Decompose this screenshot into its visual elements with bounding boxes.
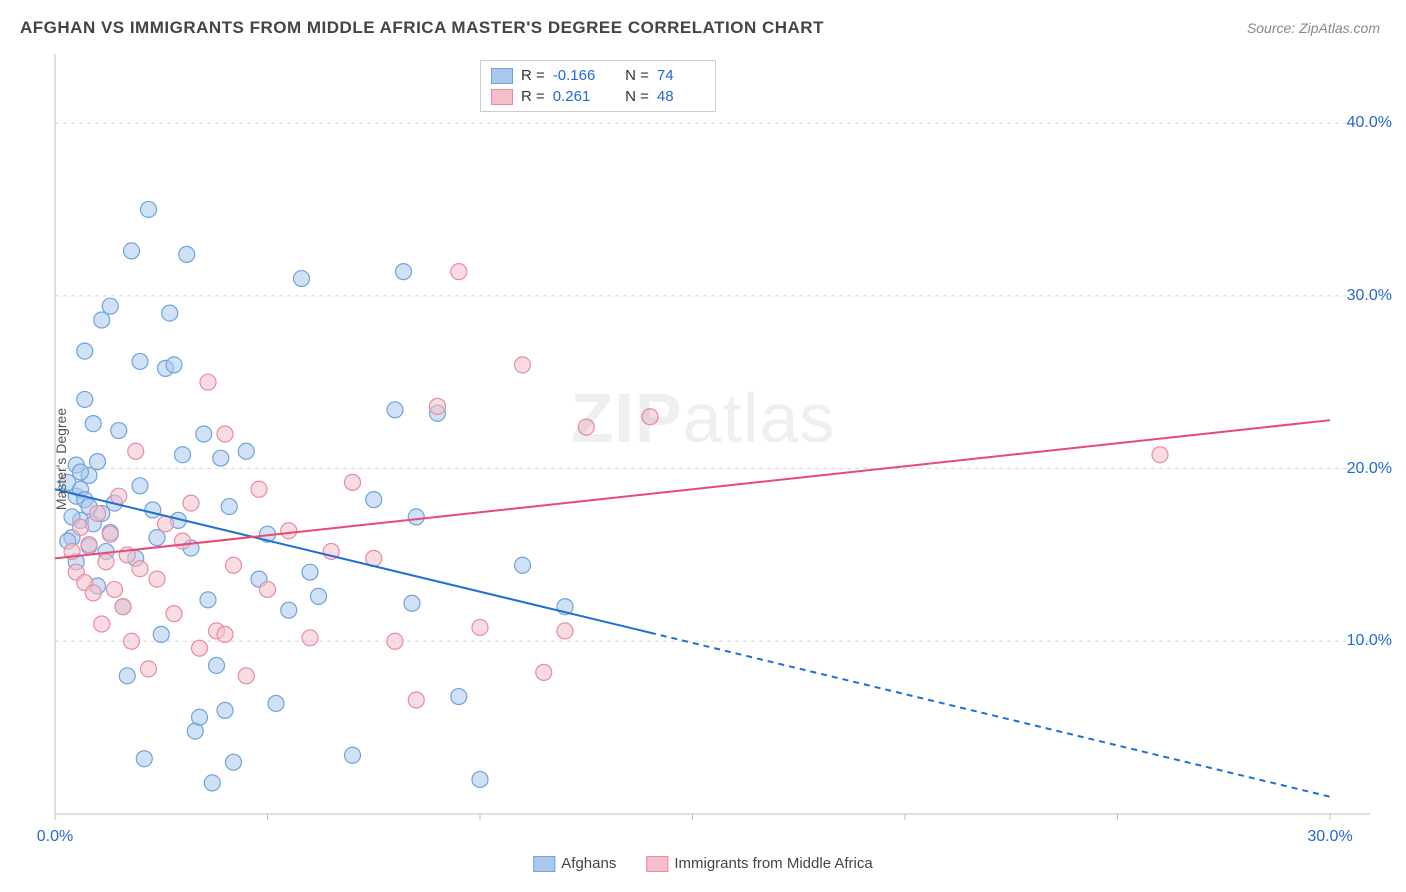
chart-area: Master's Degree ZIPatlas R = -0.166 N = … bbox=[0, 44, 1406, 874]
correlation-legend: R = -0.166 N = 74R = 0.261 N = 48 bbox=[480, 60, 716, 112]
y-tick-label: 20.0% bbox=[1347, 460, 1392, 478]
legend-item-afghans: Afghans bbox=[533, 855, 616, 872]
chart-source: Source: ZipAtlas.com bbox=[1247, 20, 1380, 36]
x-tick-label: 0.0% bbox=[37, 828, 73, 846]
y-tick-label: 40.0% bbox=[1347, 114, 1392, 132]
y-axis-label: Master's Degree bbox=[53, 408, 69, 510]
legend-item-middle-africa: Immigrants from Middle Africa bbox=[646, 855, 872, 872]
scatter-plot-svg bbox=[0, 44, 1406, 874]
chart-header: AFGHAN VS IMMIGRANTS FROM MIDDLE AFRICA … bbox=[0, 0, 1406, 44]
legend-swatch-icon bbox=[533, 856, 555, 872]
legend-swatch-icon bbox=[646, 856, 668, 872]
x-tick-label: 30.0% bbox=[1307, 828, 1352, 846]
y-tick-label: 10.0% bbox=[1347, 632, 1392, 650]
y-tick-label: 30.0% bbox=[1347, 287, 1392, 305]
legend-stat-row: R = -0.166 N = 74 bbox=[491, 65, 705, 86]
series-legend: Afghans Immigrants from Middle Africa bbox=[533, 855, 872, 872]
chart-title: AFGHAN VS IMMIGRANTS FROM MIDDLE AFRICA … bbox=[20, 18, 824, 38]
legend-stat-row: R = 0.261 N = 48 bbox=[491, 86, 705, 107]
